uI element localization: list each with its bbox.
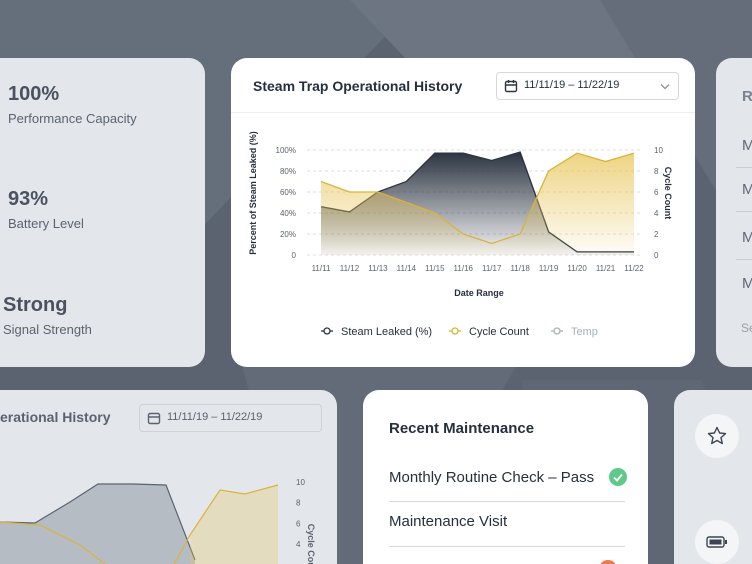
maintenance-card: Recent Maintenance Monthly Routine Check…	[363, 390, 648, 564]
x-axis-label: Date Range	[454, 288, 504, 298]
battery-icon	[706, 536, 727, 548]
x-tick-label: 11/12	[340, 264, 360, 273]
y2-tick-label: 10	[296, 478, 305, 487]
y-axis-label: Percent of Steam Leaked (%)	[248, 131, 258, 255]
card-title: Recent Maintenance	[389, 420, 535, 437]
y2-tick-label: 0	[654, 251, 659, 260]
x-tick-label: 11/14	[397, 264, 417, 273]
legend-swatch	[553, 327, 561, 335]
x-tick-label: 11/15	[425, 264, 445, 273]
chevron	[660, 84, 670, 90]
line	[320, 152, 635, 245]
legend-swatch	[323, 327, 331, 335]
maintenance-item[interactable]: Monthly Routine Check – Pass	[389, 469, 595, 486]
y2-tick-label: 8	[296, 499, 301, 508]
actions-card	[674, 390, 752, 564]
maintenance-item[interactable]: Maintenance Visit	[389, 513, 508, 530]
history-card-faded: erational History 11/11/19 – 11/22/19 10…	[0, 390, 337, 564]
side-card: R M M M M Se	[716, 58, 752, 367]
card-title: Steam Trap Operational History	[253, 78, 463, 94]
calendar-icon	[147, 412, 161, 425]
x-tick-label: 11/11	[312, 264, 331, 273]
y2-axis-label: Cycle Count	[306, 524, 316, 564]
star-button[interactable]	[695, 414, 739, 458]
date-picker[interactable]: 11/11/19 – 11/22/19	[139, 404, 322, 432]
date-range: 11/11/19 – 11/22/19	[524, 79, 620, 91]
y2-tick-label: 6	[296, 519, 301, 528]
legend-label: Cycle Count	[469, 326, 529, 338]
y2-tick-label: 6	[654, 188, 659, 197]
date-picker[interactable]: 11/11/19 – 11/22/19	[496, 72, 679, 100]
stat-value: Strong	[3, 294, 68, 316]
stats-card: 100% Performance Capacity 93% Battery Le…	[0, 58, 205, 367]
faded-chart: 10 8 6 4 Cycle Count	[0, 478, 316, 564]
area	[321, 153, 634, 255]
y-tick-label: 40%	[280, 209, 296, 218]
date-range: 11/11/19 – 11/22/19	[167, 411, 263, 423]
y2-tick-label: 2	[654, 230, 659, 239]
x-tick-label: 11/17	[482, 264, 502, 273]
y2-axis-label: Cycle Count	[663, 167, 673, 220]
stat-value: 100%	[8, 83, 60, 105]
battery-button[interactable]	[695, 520, 739, 564]
stat-label: Signal Strength	[3, 322, 92, 337]
side-title: R	[742, 88, 752, 105]
y-tick-label: 60%	[280, 188, 296, 197]
y2-tick-label: 4	[654, 209, 659, 218]
legend-swatch	[451, 327, 459, 335]
y2-tick-label: 8	[654, 167, 659, 176]
side-link[interactable]: Se	[741, 321, 752, 335]
star-icon	[707, 426, 727, 445]
calendar-icon	[504, 80, 518, 93]
stat-value: 93%	[8, 188, 49, 210]
side-item: M	[742, 275, 752, 292]
x-tick-label: 11/19	[539, 264, 559, 273]
x-tick-label: 11/13	[368, 264, 388, 273]
y2-tick-label: 10	[654, 146, 663, 155]
y-tick-label: 20%	[280, 230, 296, 239]
x-tick-label: 11/18	[510, 264, 530, 273]
legend-label: Steam Leaked (%)	[341, 326, 432, 338]
stat-label: Performance Capacity	[8, 111, 137, 126]
y-tick-label: 100%	[276, 146, 296, 155]
x-tick-label: 11/22	[624, 264, 644, 273]
legend-label: Temp	[571, 326, 598, 338]
x-tick-label: 11/20	[567, 264, 587, 273]
y-tick-label: 80%	[280, 167, 296, 176]
y2-tick-label: 4	[296, 540, 301, 549]
x-tick-label: 11/21	[596, 264, 616, 273]
card-title: erational History	[0, 409, 111, 425]
y-tick-label: 0	[292, 251, 297, 260]
x-tick-label: 11/16	[454, 264, 474, 273]
check-icon	[609, 468, 627, 486]
side-item: M	[742, 137, 752, 154]
side-item: M	[742, 181, 752, 198]
side-item: M	[742, 229, 752, 246]
stat-label: Battery Level	[8, 216, 84, 231]
status-icon	[599, 560, 617, 564]
